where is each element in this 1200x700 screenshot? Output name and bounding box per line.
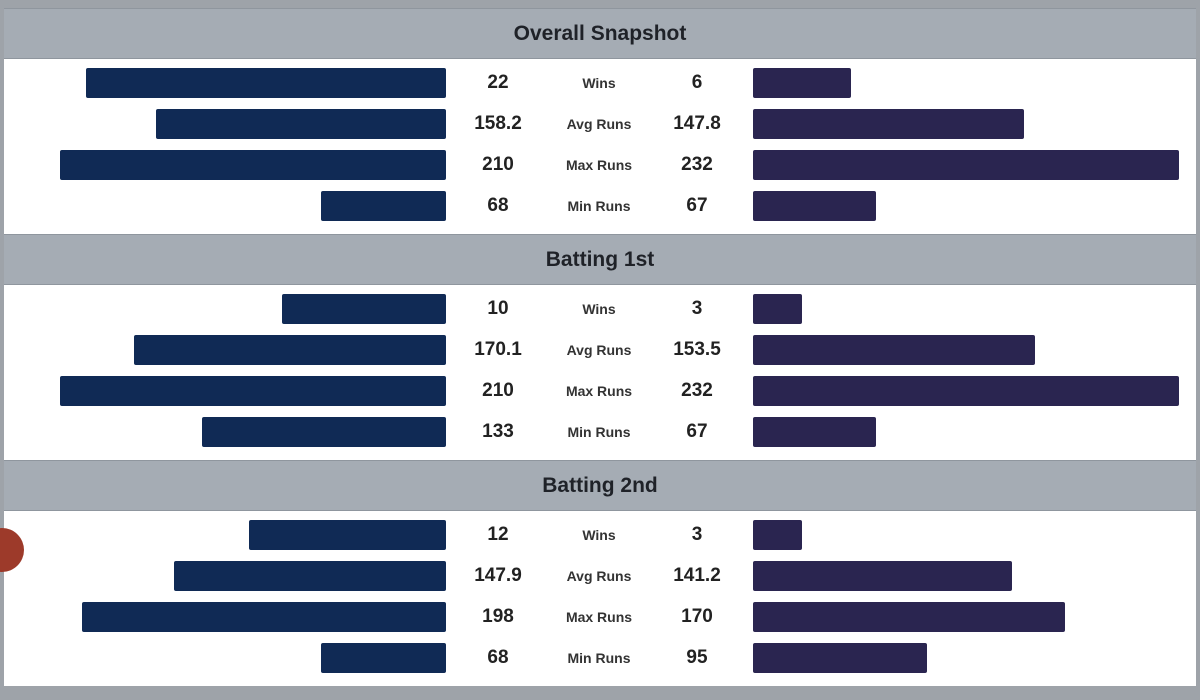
left-value-label: 133	[482, 421, 514, 442]
right-bar	[753, 109, 1024, 139]
left-value-label: 12	[487, 524, 509, 545]
left-bar	[321, 191, 446, 221]
metric-label: Min Runs	[567, 650, 631, 666]
right-bar	[753, 602, 1065, 632]
left-value-label: 170.1	[474, 339, 522, 360]
metric-row: 210 Max Runs 232	[4, 371, 1196, 411]
right-value-label: 67	[686, 421, 708, 442]
metric-label: Max Runs	[565, 157, 633, 173]
metric-row: 210 Max Runs 232	[4, 145, 1196, 185]
metric-label: Min Runs	[567, 198, 631, 214]
left-value-label: 210	[482, 154, 514, 175]
right-bar	[753, 335, 1035, 365]
right-value-label: 3	[691, 524, 703, 545]
left-bar	[60, 150, 446, 180]
left-bar	[156, 109, 446, 139]
right-value-label: 232	[681, 380, 713, 401]
left-value-label: 198	[482, 606, 514, 627]
left-bar	[202, 417, 446, 447]
left-value-label: 68	[487, 647, 509, 668]
metric-label: Wins	[582, 75, 616, 91]
right-value-label: 170	[681, 606, 713, 627]
left-value-label: 210	[482, 380, 514, 401]
metric-label: Min Runs	[567, 424, 631, 440]
right-bar	[753, 150, 1179, 180]
right-value-label: 141.2	[673, 565, 721, 586]
metric-row: 198 Max Runs 170	[4, 597, 1196, 637]
left-bar	[134, 335, 446, 365]
rows-container: 10 Wins 3 170.1 Avg Runs 153.5 210 Max Runs 232 1…	[4, 285, 1196, 460]
left-bar	[82, 602, 446, 632]
rows-container: 22 Wins 6 158.2 Avg Runs 147.8 210 Max Runs 232 6…	[4, 59, 1196, 234]
right-value-label: 3	[691, 298, 703, 319]
right-bar	[753, 520, 802, 550]
right-value-label: 95	[686, 647, 708, 668]
right-bar	[753, 561, 1012, 591]
right-value-label: 232	[681, 154, 713, 175]
metric-row: 68 Min Runs 95	[4, 638, 1196, 678]
metric-label: Max Runs	[565, 383, 633, 399]
metric-row: 12 Wins 3	[4, 515, 1196, 555]
left-value-label: 158.2	[474, 113, 522, 134]
left-value-label: 10	[487, 298, 509, 319]
metric-label: Max Runs	[565, 609, 633, 625]
left-value-label: 68	[487, 195, 509, 216]
comparison-panel: Overall Snapshot 22 Wins 6 158.2 Avg Runs 147…	[4, 8, 1196, 686]
left-bar	[86, 68, 446, 98]
section-title: Batting 1st	[4, 234, 1196, 285]
metric-row: 68 Min Runs 67	[4, 186, 1196, 226]
section-batting-2nd: Batting 2nd 12 Wins 3 147.9 Avg Runs 141.2 198…	[4, 460, 1196, 686]
metric-row: 22 Wins 6	[4, 63, 1196, 103]
right-bar	[753, 376, 1179, 406]
left-bar	[282, 294, 446, 324]
metric-label: Avg Runs	[566, 342, 632, 358]
metric-label: Avg Runs	[566, 116, 632, 132]
left-value-label: 147.9	[474, 565, 522, 586]
metric-row: 170.1 Avg Runs 153.5	[4, 330, 1196, 370]
metric-row: 158.2 Avg Runs 147.8	[4, 104, 1196, 144]
right-bar	[753, 191, 876, 221]
right-bar	[753, 294, 802, 324]
right-value-label: 153.5	[673, 339, 721, 360]
left-bar	[60, 376, 446, 406]
metric-row: 10 Wins 3	[4, 289, 1196, 329]
metric-row: 133 Min Runs 67	[4, 412, 1196, 452]
section-batting-1st: Batting 1st 10 Wins 3 170.1 Avg Runs 153.5 210…	[4, 234, 1196, 460]
rows-container: 12 Wins 3 147.9 Avg Runs 141.2 198 Max Runs 170 6…	[4, 511, 1196, 686]
right-bar	[753, 417, 876, 447]
left-bar	[321, 643, 446, 673]
right-value-label: 6	[691, 72, 703, 93]
section-title: Overall Snapshot	[4, 8, 1196, 59]
right-bar	[753, 643, 927, 673]
section-overall-snapshot: Overall Snapshot 22 Wins 6 158.2 Avg Runs 147…	[4, 8, 1196, 234]
right-value-label: 67	[686, 195, 708, 216]
section-title: Batting 2nd	[4, 460, 1196, 511]
metric-row: 147.9 Avg Runs 141.2	[4, 556, 1196, 596]
metric-label: Wins	[582, 301, 616, 317]
metric-label: Wins	[582, 527, 616, 543]
right-bar	[753, 68, 851, 98]
right-value-label: 147.8	[673, 113, 721, 134]
metric-label: Avg Runs	[566, 568, 632, 584]
left-value-label: 22	[487, 72, 509, 93]
left-bar	[174, 561, 446, 591]
left-bar	[249, 520, 446, 550]
